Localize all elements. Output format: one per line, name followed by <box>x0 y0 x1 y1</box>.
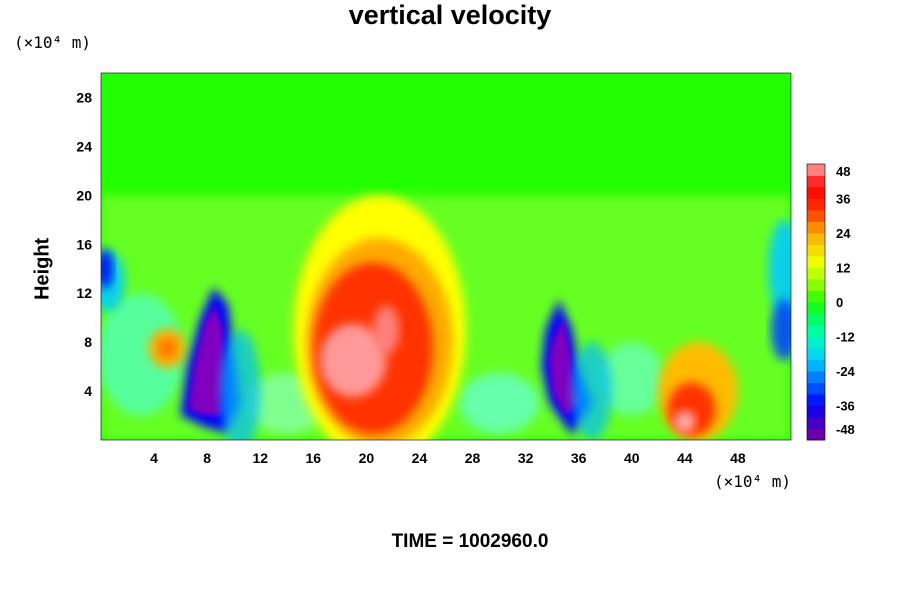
x-tick-label: 20 <box>359 450 375 466</box>
colorbar-segment <box>807 382 825 395</box>
colorbar: 48 36 24 12 0 -12 -24 -36 -48 <box>806 163 856 441</box>
y-axis-unit: (×10⁴ m) <box>14 33 91 52</box>
colorbar-segment <box>807 244 825 257</box>
x-unit-text: (×10⁴ m) <box>714 472 792 491</box>
colorbar-tick-label: -48 <box>836 422 855 437</box>
colorbar-segment <box>807 348 825 360</box>
colorbar-segment <box>807 210 825 222</box>
x-tick-label: 40 <box>624 450 640 466</box>
x-tick-label: 28 <box>465 450 481 466</box>
cyan-patch <box>101 293 184 416</box>
colorbar-tick-label: -36 <box>836 399 855 414</box>
colorbar-segment <box>807 198 825 211</box>
updraft-core <box>319 323 387 398</box>
cyan-patch <box>459 372 539 434</box>
edge-blue <box>101 249 113 289</box>
time-annotation: TIME = 1002960.0 <box>391 531 549 552</box>
y-tick-label: 20 <box>76 187 92 203</box>
colorbar-segment <box>807 290 825 303</box>
colorbar-segment <box>807 279 825 291</box>
y-tick-label: 4 <box>84 383 92 399</box>
y-tick-label: 24 <box>76 138 92 154</box>
colorbar-segment <box>807 221 825 234</box>
colorbar-segment <box>807 405 825 418</box>
y-unit-text: (×10⁴ m) <box>14 33 92 52</box>
colorbar-segment <box>807 164 825 176</box>
downdraft-edge <box>572 342 612 440</box>
colorbar-tick-label: 24 <box>836 226 851 241</box>
x-tick-label: 36 <box>571 450 587 466</box>
colorbar-segment <box>807 256 825 268</box>
cyan-patch <box>598 342 665 416</box>
chart-title: vertical velocity <box>348 0 552 30</box>
colorbar-tick-label: 36 <box>836 192 850 207</box>
colorbar-segment <box>807 417 825 429</box>
colorbar-segment <box>807 233 825 245</box>
x-tick-label: 48 <box>730 450 746 466</box>
colorbar-tick-label: 48 <box>836 164 850 179</box>
y-tick-label: 28 <box>76 89 92 105</box>
y-tick-label: 12 <box>76 285 92 301</box>
colorbar-segment <box>807 371 825 383</box>
colorbar-segment <box>807 175 825 188</box>
x-tick-label: 12 <box>252 450 268 466</box>
x-tick-label: 44 <box>677 450 693 466</box>
updraft-core <box>373 305 400 355</box>
colorbar-segment <box>807 187 825 199</box>
colorbar-segment <box>807 394 825 406</box>
updraft2-core <box>674 410 696 433</box>
downdraft-edge <box>220 329 261 440</box>
heatmap-field <box>101 73 791 440</box>
cyan-patch <box>768 219 791 318</box>
colorbar-segment <box>807 325 825 337</box>
colorbar-segment <box>807 267 825 280</box>
downdraft-core <box>549 317 579 416</box>
y-tick-label: 8 <box>84 334 92 350</box>
downdraft-core <box>188 305 225 416</box>
x-tick-label: 8 <box>203 450 211 466</box>
warm-patch <box>159 339 176 357</box>
colorbar-tick-label: 0 <box>836 295 843 310</box>
edge-blue <box>771 299 791 361</box>
x-axis-unit: (×10⁴ m) <box>714 472 791 491</box>
colorbar-segment <box>807 359 825 372</box>
x-tick-label: 16 <box>306 450 322 466</box>
colorbar-tick-label: -12 <box>836 330 855 345</box>
colorbar-segment <box>807 302 825 314</box>
colorbar-segment <box>807 428 825 441</box>
colorbar-tick-label: -24 <box>836 364 856 379</box>
colorbar-segment <box>807 336 825 349</box>
x-tick-label: 4 <box>150 450 158 466</box>
colorbar-tick-label: 12 <box>836 261 850 276</box>
x-tick-label: 24 <box>412 450 428 466</box>
colorbar-frame <box>806 163 826 441</box>
x-tick-label: 32 <box>518 450 534 466</box>
y-tick-label: 16 <box>76 236 92 252</box>
colorbar-segment <box>807 313 825 326</box>
plot-frame <box>100 72 792 441</box>
